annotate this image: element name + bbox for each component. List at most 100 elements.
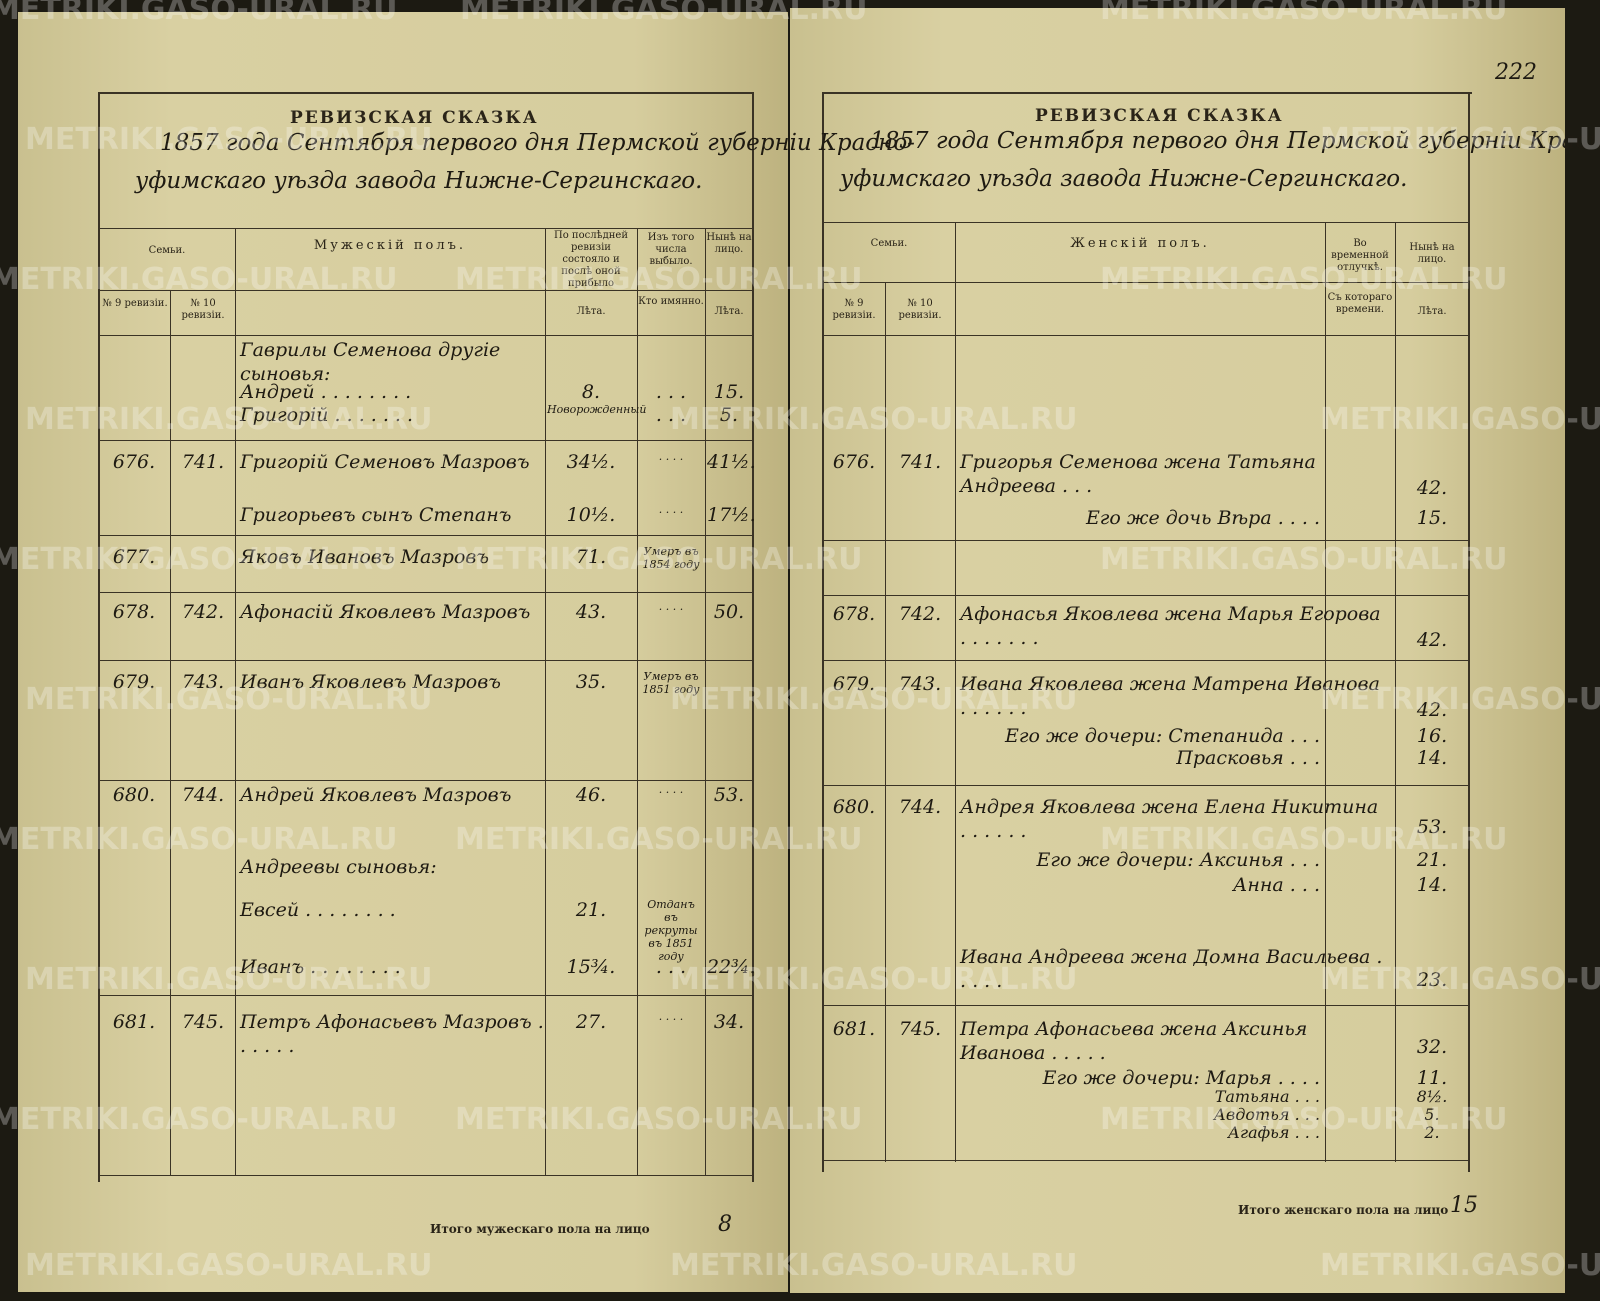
entry-rev9: 680. [832, 796, 876, 818]
entry-now: 42. [1416, 477, 1448, 499]
rule [98, 290, 754, 291]
rule [822, 1160, 1470, 1161]
entry-left: . . . . [658, 503, 684, 516]
entry-name: Андрей Яковлевъ Мазровъ [240, 784, 512, 806]
entry-now: 34. [713, 1011, 745, 1033]
rule [1325, 222, 1326, 1162]
entry-now: 15. [1416, 507, 1448, 529]
rule [822, 282, 1470, 283]
rule [885, 282, 886, 1162]
entry-name: Анна . . . [1233, 874, 1320, 896]
entry-rev9: 681. [832, 1018, 876, 1040]
entry-rev10: 744. [898, 796, 942, 818]
entry-name: Афонасья Яковлева жена Марья Егорова . .… [960, 603, 1381, 649]
rule [822, 222, 1470, 223]
rule [822, 660, 1470, 661]
entry-rev10: 742. [181, 601, 225, 623]
rule [637, 228, 638, 1175]
column-head: Женскій полъ. [1070, 236, 1210, 251]
entry-now: 42. [1416, 629, 1448, 651]
entry-rev10: 742. [898, 603, 942, 625]
header-line: 1857 года Сентября первого дня Пермской … [870, 128, 1600, 154]
rule [98, 92, 754, 94]
entry-prev: 8. [581, 381, 601, 403]
rule [98, 660, 754, 661]
entry-prev: 34½. [566, 451, 616, 473]
entry-prev: 35. [575, 671, 607, 693]
column-head: № 9 ревизіи. [832, 298, 876, 321]
column-head: Семьи. [870, 238, 908, 249]
rule [1395, 222, 1396, 1162]
entry-now: 21. [1416, 849, 1448, 871]
entry-left: Умеръ въ 1854 году [642, 545, 700, 571]
entry-prev: 27. [575, 1011, 607, 1033]
entry-now: 53. [713, 784, 745, 806]
entry-name: Прасковья . . . [1176, 747, 1320, 769]
column-head: Кто имянно. [638, 296, 704, 307]
rule [705, 228, 706, 1175]
entry-name: Евсей . . . . . . . . [240, 899, 396, 921]
column-head: Лѣта. [1417, 306, 1447, 317]
entry-now: 14. [1416, 747, 1448, 769]
entry-left: Отданъ въ рекруты въ 1851 году [644, 898, 698, 963]
entry-name: Его же дочери: Степанида . . . [1005, 725, 1320, 747]
column-head: Съ котораго времени. [1327, 292, 1393, 315]
entry-name: Его же дочь Вѣра . . . . [1085, 507, 1320, 529]
page-number: 222 [1495, 60, 1537, 85]
entry-left: . . . . [658, 600, 684, 613]
rule [98, 228, 754, 229]
rule [822, 1005, 1470, 1006]
rule [955, 222, 956, 1162]
rule [98, 1175, 754, 1176]
entry-now: 42. [1416, 699, 1448, 721]
rule [822, 92, 824, 1172]
entry-now: 50. [713, 601, 745, 623]
entry-name: Григорій Семеновъ Мазровъ [240, 451, 530, 473]
column-head: Семьи. [148, 245, 186, 256]
entry-name: Его же дочери: Аксинья . . . [1036, 849, 1320, 871]
entry-now: 22¾. [707, 956, 756, 978]
rule [98, 335, 754, 336]
entry-now: 16. [1416, 725, 1448, 747]
entry-rev10: 743. [898, 673, 942, 695]
header-line: уфимскаго уѣзда завода Нижне-Сергинскаго… [840, 166, 1408, 192]
entry-name: Андрея Яковлева жена Елена Никитина . . … [960, 796, 1379, 842]
rule [98, 92, 100, 1182]
entry-left: . . . [655, 404, 687, 426]
rule [822, 540, 1470, 541]
rule [545, 228, 546, 1175]
entry-now: 11. [1416, 1067, 1448, 1089]
rule [235, 228, 236, 1175]
total-value: 15 [1450, 1193, 1478, 1218]
rule [822, 785, 1470, 786]
entry-name: Ивана Андреева жена Домна Васильева . . … [960, 946, 1383, 992]
column-head: Изъ того числа выбыло. [647, 232, 695, 267]
entry-prev: 21. [575, 899, 607, 921]
entry-name: Петръ Афонасьевъ Мазровъ . . . . . . [240, 1011, 544, 1057]
column-head: № 9 ревизіи. [102, 298, 168, 309]
entry-now: 15. [713, 381, 745, 403]
entry-name: Его же дочери: Марья . . . . [1042, 1067, 1320, 1089]
entry-rev10: 741. [898, 451, 942, 473]
column-head: Лѣта. [714, 306, 744, 317]
entry-name: Григорій . . . . . . . [240, 404, 414, 426]
entry-now: 23. [1416, 969, 1448, 991]
column-head: Во временной отлучкѣ. [1331, 238, 1389, 273]
rule [1468, 92, 1470, 1172]
entry-rev10: 745. [898, 1018, 942, 1040]
entry-now: 5. [719, 404, 739, 426]
rule [98, 780, 754, 781]
column-head: № 10 ревизіи. [181, 298, 225, 321]
entry-name: Григорья Семенова жена Татьяна Андреева … [960, 451, 1316, 497]
entry-rev10: 745. [181, 1011, 225, 1033]
entry-rev9: 681. [112, 1011, 156, 1033]
entry-name: Яковъ Ивановъ Мазровъ [240, 546, 490, 568]
entry-rev9: 678. [832, 603, 876, 625]
entry-name: Петра Афонасьева жена Аксинья Иванова . … [960, 1018, 1308, 1064]
entry-left: Умеръ въ 1851 году [642, 670, 700, 696]
rule [822, 92, 1472, 94]
entry-name: Агафья . . . [1227, 1123, 1320, 1142]
